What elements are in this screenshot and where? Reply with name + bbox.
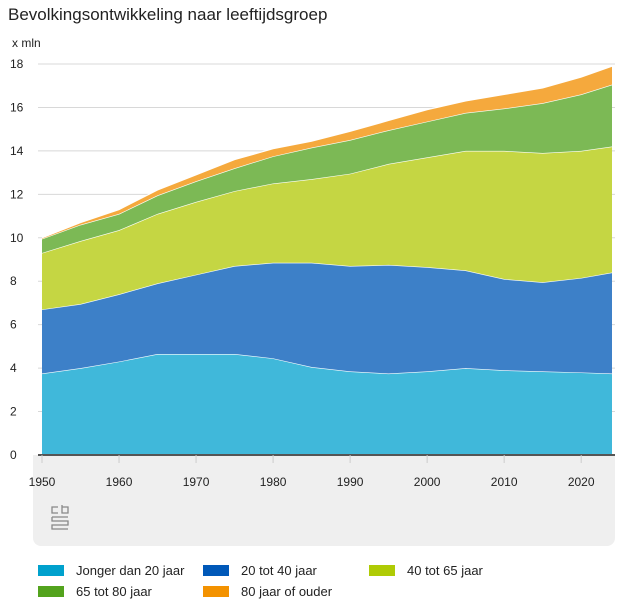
y-axis-label: x mln bbox=[12, 36, 41, 50]
x-tick-label: 1980 bbox=[260, 475, 287, 489]
legend-swatch bbox=[369, 565, 395, 576]
area-20-tot-40-jaar bbox=[42, 262, 612, 374]
y-tick-label: 2 bbox=[10, 405, 17, 419]
x-tick-label: 1950 bbox=[29, 475, 56, 489]
legend-label: 40 tot 65 jaar bbox=[407, 563, 483, 578]
y-tick-label: 8 bbox=[10, 274, 17, 288]
x-tick-label: 1990 bbox=[337, 475, 364, 489]
legend-label: 65 tot 80 jaar bbox=[76, 584, 152, 599]
x-tick-label: 2000 bbox=[414, 475, 441, 489]
area-boundary bbox=[41, 65, 613, 239]
legend-label: 20 tot 40 jaar bbox=[241, 563, 317, 578]
y-tick-label: 18 bbox=[10, 57, 24, 71]
y-tick-label: 0 bbox=[10, 448, 17, 462]
legend-swatch bbox=[203, 565, 229, 576]
legend-item[interactable]: 40 tot 65 jaar bbox=[369, 563, 483, 578]
legend-swatch bbox=[38, 565, 64, 576]
area-65-tot-80-jaar bbox=[42, 84, 612, 253]
y-tick-label: 14 bbox=[10, 144, 24, 158]
y-tick-label: 10 bbox=[10, 231, 24, 245]
legend-label: Jonger dan 20 jaar bbox=[76, 563, 185, 578]
y-tick-label: 16 bbox=[10, 100, 24, 114]
x-tick-label: 2020 bbox=[568, 475, 595, 489]
legend-swatch bbox=[203, 586, 229, 597]
legend-swatch bbox=[38, 586, 64, 597]
legend-label: 80 jaar of ouder bbox=[241, 584, 333, 599]
area-80-jaar-of-ouder bbox=[42, 66, 612, 239]
legend-item[interactable]: 80 jaar of ouder bbox=[203, 584, 332, 599]
y-tick-label: 6 bbox=[10, 318, 17, 332]
x-tick-label: 1970 bbox=[183, 475, 210, 489]
axis-panel bbox=[33, 455, 615, 546]
x-tick-label: 1960 bbox=[106, 475, 133, 489]
legend-item[interactable]: Jonger dan 20 jaar bbox=[38, 563, 184, 578]
y-tick-label: 4 bbox=[10, 361, 17, 375]
legend-item[interactable]: 20 tot 40 jaar bbox=[203, 563, 317, 578]
legend-item[interactable]: 65 tot 80 jaar bbox=[38, 584, 152, 599]
cbs-logo bbox=[51, 505, 69, 530]
area-jonger-dan-20-jaar bbox=[42, 353, 612, 455]
area-boundary bbox=[41, 145, 613, 254]
y-tick-label: 12 bbox=[10, 187, 24, 201]
x-tick-label: 2010 bbox=[491, 475, 518, 489]
area-40-tot-65-jaar bbox=[42, 146, 612, 310]
chart-title: Bevolkingsontwikkeling naar leeftijdsgro… bbox=[8, 5, 328, 24]
